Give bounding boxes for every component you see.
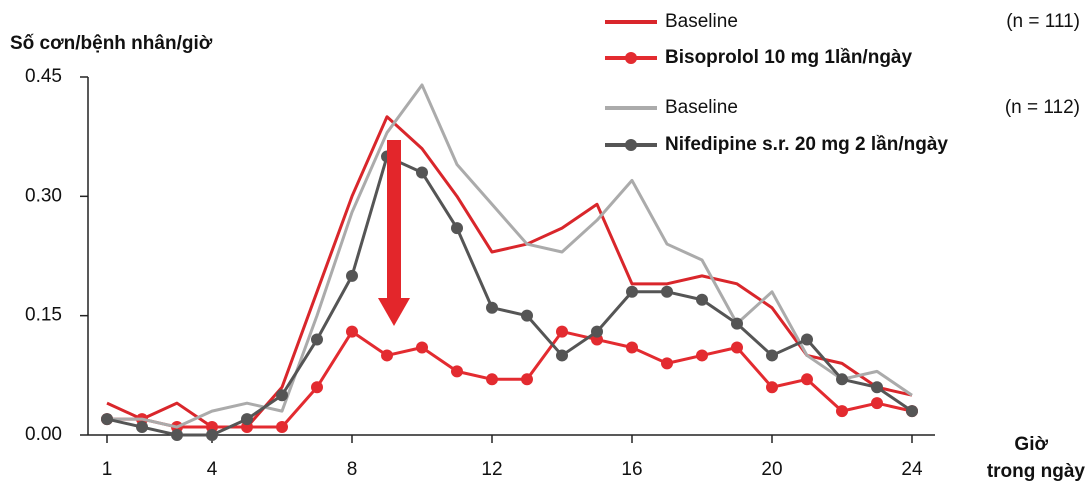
data-point: [836, 373, 848, 385]
data-point: [276, 421, 288, 433]
data-point: [766, 349, 778, 361]
x-tick-label: 4: [207, 459, 218, 480]
data-point: [521, 373, 533, 385]
legend-marker: [625, 139, 637, 151]
x-tick-label: 1: [102, 459, 113, 480]
data-point: [766, 381, 778, 393]
data-point: [556, 349, 568, 361]
data-point: [486, 302, 498, 314]
legend-label: Bisoprolol 10 mg 1lần/ngày: [665, 47, 912, 68]
data-point: [451, 365, 463, 377]
data-point: [801, 334, 813, 346]
data-point: [591, 326, 603, 338]
legend-marker: [625, 52, 637, 64]
data-point: [836, 405, 848, 417]
data-point: [871, 397, 883, 409]
data-point: [486, 373, 498, 385]
y-tick-label: 0.00: [25, 424, 62, 445]
data-point: [171, 429, 183, 441]
data-point: [696, 349, 708, 361]
series-line: [107, 157, 912, 435]
arrow-shaft: [387, 140, 401, 300]
y-tick-label: 0.30: [25, 185, 62, 206]
x-tick-label: 16: [621, 459, 642, 480]
data-point: [346, 270, 358, 282]
data-point: [906, 405, 918, 417]
data-point: [731, 341, 743, 353]
data-point: [801, 373, 813, 385]
data-point: [731, 318, 743, 330]
page: Số cơn/bệnh nhân/giờ Giờ trong ngày 0.00…: [0, 0, 1089, 492]
x-axis-label: Giờ: [1014, 434, 1048, 455]
data-point: [696, 294, 708, 306]
x-tick-label: 8: [347, 459, 358, 480]
data-point: [381, 349, 393, 361]
data-point: [661, 286, 673, 298]
data-point: [311, 381, 323, 393]
data-point: [626, 341, 638, 353]
data-point: [451, 222, 463, 234]
y-tick-label: 0.15: [25, 305, 62, 326]
data-point: [241, 413, 253, 425]
data-point: [416, 166, 428, 178]
data-point: [871, 381, 883, 393]
chart: Số cơn/bệnh nhân/giờ Giờ trong ngày 0.00…: [0, 0, 1089, 487]
x-tick-label: 20: [761, 459, 782, 480]
data-point: [311, 334, 323, 346]
y-axis-label: Số cơn/bệnh nhân/giờ: [10, 33, 213, 54]
data-point: [101, 413, 113, 425]
data-point: [206, 429, 218, 441]
data-point: [276, 389, 288, 401]
x-tick-label: 24: [901, 459, 923, 480]
data-point: [626, 286, 638, 298]
legend-count: (n = 111): [1006, 11, 1080, 32]
x-tick-label: 12: [481, 459, 502, 480]
data-point: [416, 341, 428, 353]
x-axis-label: trong ngày: [987, 461, 1086, 482]
data-point: [661, 357, 673, 369]
arrow-head: [378, 298, 410, 326]
legend-count: (n = 112): [1005, 97, 1080, 118]
legend-label: Baseline: [665, 11, 738, 32]
legend-label: Nifedipine s.r. 20 mg 2 lần/ngày: [665, 134, 948, 155]
data-point: [556, 326, 568, 338]
data-point: [346, 326, 358, 338]
data-point: [521, 310, 533, 322]
legend-label: Baseline: [665, 97, 738, 118]
y-tick-label: 0.45: [25, 66, 62, 87]
data-point: [136, 421, 148, 433]
